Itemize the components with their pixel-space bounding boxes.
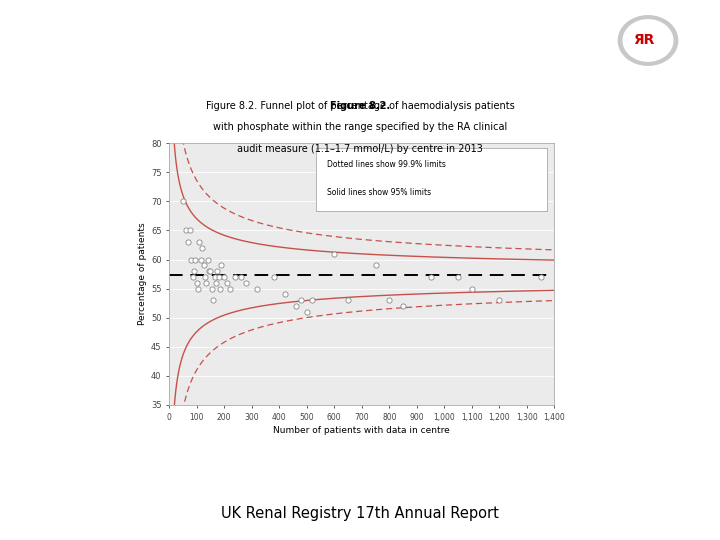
- Point: [191, 279, 202, 287]
- Point: [177, 197, 189, 206]
- Point: [397, 302, 409, 310]
- Point: [216, 261, 228, 269]
- Point: [279, 290, 291, 299]
- Point: [201, 279, 212, 287]
- Point: [186, 255, 197, 264]
- Point: [221, 279, 233, 287]
- Point: [452, 273, 464, 281]
- Text: Figure 8.2.: Figure 8.2.: [330, 100, 390, 111]
- Point: [307, 296, 318, 305]
- Point: [203, 267, 215, 275]
- Text: audit measure (1.1–1.7 mmol/L) by centre in 2013: audit measure (1.1–1.7 mmol/L) by centre…: [237, 144, 483, 154]
- Point: [198, 261, 210, 269]
- Point: [192, 284, 204, 293]
- Point: [184, 226, 196, 235]
- Point: [290, 302, 302, 310]
- Point: [235, 273, 246, 281]
- Point: [494, 296, 505, 305]
- Point: [466, 284, 477, 293]
- Circle shape: [623, 20, 673, 61]
- Y-axis label: Percentage of patients: Percentage of patients: [138, 222, 147, 326]
- Point: [186, 273, 198, 281]
- Point: [194, 238, 205, 246]
- Point: [218, 273, 230, 281]
- Point: [215, 284, 226, 293]
- Point: [342, 296, 354, 305]
- Point: [301, 308, 312, 316]
- Text: UK Renal Registry 17th Annual Report: UK Renal Registry 17th Annual Report: [221, 506, 499, 521]
- Point: [384, 296, 395, 305]
- Point: [240, 279, 252, 287]
- Text: Figure 8.2. Funnel plot of percentage of haemodialysis patients: Figure 8.2. Funnel plot of percentage of…: [206, 100, 514, 111]
- Point: [212, 267, 223, 275]
- Point: [213, 273, 225, 281]
- Point: [210, 279, 222, 287]
- Point: [209, 273, 220, 281]
- Point: [206, 284, 217, 293]
- Point: [197, 244, 208, 252]
- Text: with phosphate within the range specified by the RA clinical: with phosphate within the range specifie…: [213, 122, 507, 132]
- Point: [230, 273, 241, 281]
- Point: [199, 273, 211, 281]
- Point: [251, 284, 263, 293]
- Point: [202, 255, 213, 264]
- Point: [224, 284, 235, 293]
- Point: [189, 255, 201, 264]
- Point: [204, 267, 216, 275]
- Point: [535, 273, 546, 281]
- Point: [425, 273, 436, 281]
- Point: [328, 249, 340, 258]
- Point: [183, 238, 194, 246]
- Text: ЯR: ЯR: [634, 33, 654, 48]
- Circle shape: [618, 16, 678, 65]
- Point: [370, 261, 382, 269]
- Point: [195, 255, 207, 264]
- Point: [295, 296, 307, 305]
- Point: [268, 273, 279, 281]
- Point: [180, 226, 192, 235]
- Point: [207, 296, 219, 305]
- X-axis label: Number of patients with data in centre: Number of patients with data in centre: [274, 426, 450, 435]
- Point: [188, 267, 199, 275]
